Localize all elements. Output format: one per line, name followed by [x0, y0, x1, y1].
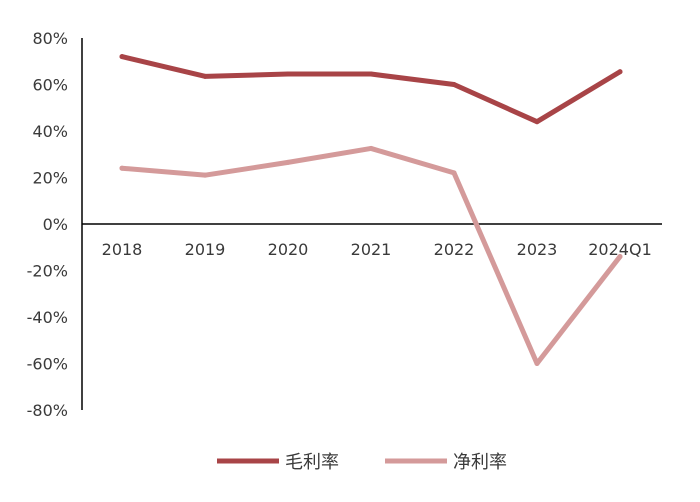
data-point — [368, 71, 374, 77]
data-point — [119, 54, 125, 60]
data-point — [285, 159, 291, 165]
data-point — [534, 119, 540, 125]
data-point — [368, 145, 374, 151]
y-tick-label: -80% — [27, 401, 68, 420]
x-tick-label: 2023 — [517, 240, 558, 259]
tick-labels: -80% -60% -40% -20% 0% 20% 40% 60% 80% 2018 2019 20… — [27, 29, 652, 420]
data-point — [202, 73, 208, 79]
legend-label: 净利率 — [453, 452, 507, 473]
data-point — [285, 71, 291, 77]
x-tick-label: 2022 — [434, 240, 475, 259]
series-lines — [119, 54, 623, 366]
data-point — [451, 82, 457, 87]
data-point — [534, 361, 540, 366]
y-tick-label: -40% — [27, 308, 68, 327]
data-point — [119, 165, 125, 171]
legend-label: 毛利率 — [285, 452, 339, 473]
y-tick-label: 20% — [32, 169, 68, 188]
x-tick-label: 2020 — [268, 240, 309, 259]
y-tick-label: -60% — [27, 355, 68, 374]
y-tick-label: -20% — [27, 262, 68, 281]
data-point — [451, 170, 457, 176]
legend: 毛利率 净利率 — [217, 452, 507, 473]
x-tick-label: 2021 — [351, 240, 392, 259]
x-tick-label: 2018 — [102, 240, 143, 259]
y-tick-label: 40% — [32, 122, 68, 141]
data-point — [617, 254, 623, 260]
x-tick-label: 2019 — [185, 240, 226, 259]
axes — [81, 38, 662, 410]
data-point — [617, 69, 623, 75]
x-tick-label: 2024Q1 — [588, 240, 652, 259]
series-line-0 — [119, 54, 623, 125]
data-point — [202, 172, 208, 178]
y-tick-label: 80% — [32, 29, 68, 48]
y-tick-label: 0% — [43, 215, 68, 234]
y-tick-label: 60% — [32, 76, 68, 95]
